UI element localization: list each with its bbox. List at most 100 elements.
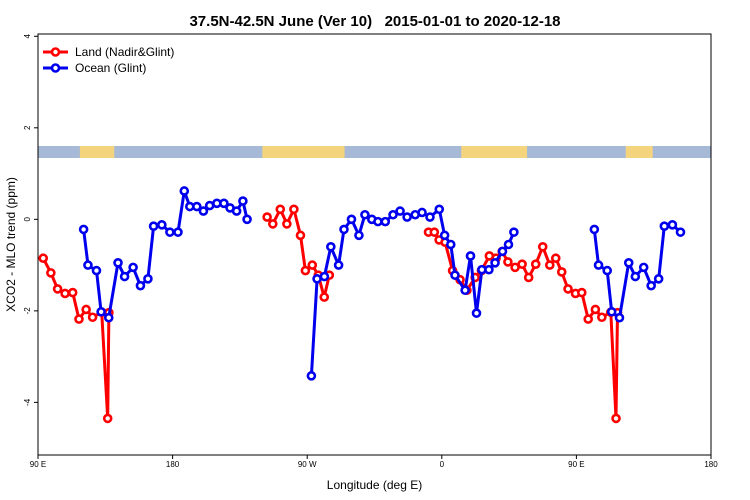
legend-swatch-marker: [50, 47, 61, 57]
data-point-ocean: [434, 204, 445, 215]
legend-item-ocean: Ocean (Glint): [43, 61, 146, 75]
data-point-ocean: [646, 280, 656, 291]
legend: Land (Nadir&Glint) Ocean (Glint): [43, 45, 174, 75]
y-tick-label: 0: [23, 217, 32, 222]
data-point-land: [87, 312, 98, 323]
data-point-ocean: [165, 227, 175, 237]
data-point-land: [597, 312, 607, 323]
data-point-ocean: [238, 196, 248, 206]
land-ocean-strip: [38, 146, 711, 158]
data-point-land: [530, 259, 541, 269]
data-point-ocean: [179, 186, 190, 196]
x-tick-label: 90 E: [30, 460, 46, 469]
data-point-ocean: [675, 227, 686, 237]
data-point-land: [576, 287, 587, 298]
y-axis-label: XCO2 - MLO trend (ppm): [4, 177, 18, 312]
data-point-ocean: [346, 214, 357, 225]
data-point-land: [590, 304, 601, 315]
data-point-land: [262, 212, 272, 222]
data-point-ocean: [439, 230, 450, 241]
data-point-ocean: [395, 206, 405, 216]
y-axis: 4 2 0 -2 -4: [23, 34, 38, 406]
data-point-land: [429, 227, 440, 237]
x-tick-label: 0: [440, 460, 445, 469]
data-point-ocean: [653, 274, 664, 284]
data-point-land: [319, 292, 330, 302]
data-point-ocean: [339, 224, 349, 235]
series-line-ocean: [82, 189, 249, 320]
data-point-land: [81, 304, 91, 315]
data-point-ocean: [667, 220, 678, 230]
y-tick-label: 2: [23, 125, 32, 130]
data-point-land: [537, 241, 548, 252]
data-point-land: [563, 284, 573, 294]
data-point-ocean: [135, 280, 146, 291]
data-point-ocean: [231, 206, 242, 216]
chart-title: 37.5N-42.5N June (Ver 10) 2015-01-01 to …: [189, 13, 560, 30]
data-point-ocean: [450, 270, 460, 280]
data-point-land: [550, 253, 561, 264]
data-point-ocean: [173, 227, 183, 237]
data-point-land: [74, 314, 84, 324]
data-point-ocean: [198, 206, 209, 216]
y-tick-label: -2: [23, 307, 32, 315]
data-point-land: [583, 314, 594, 324]
data-point-land: [282, 219, 292, 229]
data-point-ocean: [417, 207, 427, 218]
x-tick-label: 90 E: [568, 460, 584, 469]
data-point-land: [517, 259, 527, 269]
x-axis: 90 E 180 90 W 0 90 E 180: [30, 455, 718, 469]
data-point-ocean: [509, 227, 519, 237]
plot-frame: [37, 33, 712, 456]
data-point-land: [289, 204, 299, 215]
data-point-land: [611, 413, 621, 424]
series-land: [38, 204, 623, 424]
data-point-ocean: [388, 209, 398, 220]
legend-label: Ocean (Glint): [75, 61, 146, 75]
legend-item-land: Land (Nadir&Glint): [43, 45, 174, 59]
data-point-ocean: [490, 258, 500, 268]
data-point-ocean: [630, 271, 641, 282]
data-point-land: [46, 268, 56, 278]
y-tick-label: 4: [23, 34, 32, 39]
data-point-land: [60, 288, 70, 299]
data-point-ocean: [219, 198, 229, 209]
data-point-ocean: [78, 224, 89, 235]
data-point-land: [544, 260, 555, 270]
data-point-ocean: [460, 285, 470, 296]
data-point-ocean: [425, 212, 435, 222]
ocean-strip: [38, 146, 711, 158]
legend-swatch-marker: [50, 63, 61, 73]
data-point-ocean: [192, 201, 202, 212]
data-point-ocean: [589, 224, 600, 235]
data-point-ocean: [402, 212, 412, 222]
data-point-land: [67, 287, 78, 298]
data-point-ocean: [119, 271, 130, 282]
data-point-ocean: [471, 308, 482, 318]
data-point-ocean: [497, 246, 508, 257]
land-strip-segment: [79, 146, 115, 158]
data-point-ocean: [614, 312, 625, 323]
data-point-land: [300, 265, 311, 276]
data-point-ocean: [445, 239, 456, 250]
series-layer: [38, 186, 686, 424]
data-point-ocean: [606, 306, 617, 317]
data-point-ocean: [659, 221, 670, 231]
data-point-ocean: [103, 312, 114, 323]
data-point-ocean: [638, 262, 649, 273]
data-point-ocean: [360, 209, 370, 220]
series-line-ocean: [309, 207, 516, 376]
data-point-ocean: [326, 241, 336, 252]
data-point-ocean: [143, 274, 153, 284]
data-point-ocean: [91, 265, 102, 276]
data-point-land: [268, 219, 278, 229]
data-point-land: [503, 257, 513, 267]
data-point-ocean: [465, 251, 476, 261]
x-axis-label: Longitude (deg E): [327, 478, 422, 492]
data-point-land: [295, 230, 306, 241]
y-tick-label: -4: [23, 398, 32, 406]
data-point-land: [52, 284, 63, 294]
data-point-ocean: [83, 260, 93, 270]
land-strip-segment: [262, 146, 345, 158]
